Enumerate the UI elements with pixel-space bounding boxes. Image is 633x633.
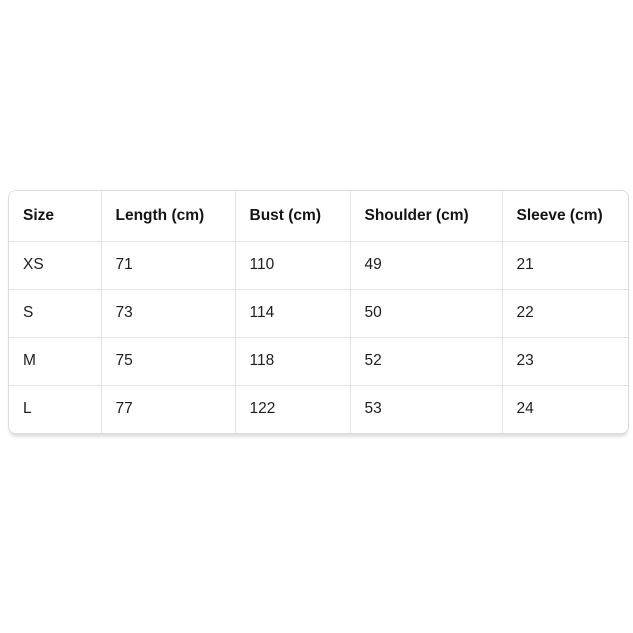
header-row: Size Length (cm) Bust (cm) Shoulder (cm) Sle… (9, 191, 628, 242)
table-cell: 73 (100, 288, 236, 338)
table-cell: 21 (501, 240, 628, 290)
table-row: S 73 114 50 22 (9, 288, 628, 338)
column-header: Shoulder (cm) (349, 191, 503, 242)
table-cell: 71 (100, 240, 236, 290)
table-cell: 118 (234, 336, 351, 386)
table-cell: 114 (234, 288, 351, 338)
table-cell: 50 (349, 288, 503, 338)
size-table: Size Length (cm) Bust (cm) Shoulder (cm) Sle… (9, 191, 628, 433)
table-row: M 75 118 52 23 (9, 336, 628, 386)
size-chart-card: Size Length (cm) Bust (cm) Shoulder (cm) Sle… (8, 190, 629, 434)
table-body: XS 71 110 49 21 S 73 114 50 22 M 75 118 52 23 L 77 122 53 2… (9, 240, 628, 433)
table-cell: 53 (349, 384, 503, 433)
table-row: XS 71 110 49 21 (9, 240, 628, 290)
table-row: L 77 122 53 24 (9, 384, 628, 433)
table-cell: 23 (501, 336, 628, 386)
table-cell: 110 (234, 240, 351, 290)
table-cell: 22 (501, 288, 628, 338)
table-cell: M (9, 336, 102, 386)
column-header: Sleeve (cm) (501, 191, 628, 242)
table-cell: S (9, 288, 102, 338)
column-header: Size (9, 191, 102, 242)
table-cell: 52 (349, 336, 503, 386)
table-cell: XS (9, 240, 102, 290)
column-header: Bust (cm) (234, 191, 351, 242)
table-cell: 77 (100, 384, 236, 433)
table-cell: 75 (100, 336, 236, 386)
table-cell: 24 (501, 384, 628, 433)
column-header: Length (cm) (100, 191, 236, 242)
size-table-header: Size Length (cm) Bust (cm) Shoulder (cm) Sle… (9, 191, 628, 242)
table-cell: 122 (234, 384, 351, 433)
table-cell: L (9, 384, 102, 433)
table-cell: 49 (349, 240, 503, 290)
